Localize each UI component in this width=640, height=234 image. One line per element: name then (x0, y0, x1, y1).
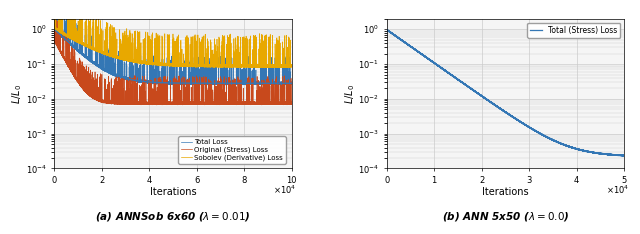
Sobolev (Derivative) Loss (175, 64, 183, 67)
Text: $\times10^4$: $\times10^4$ (605, 183, 628, 196)
Line: Total (Stress) Loss: Total (Stress) Loss (387, 29, 624, 156)
Total (Stress) Loss (620, 154, 628, 157)
Original (Stress) Loss (175, 102, 183, 105)
Original (Stress) Loss (51, 39, 58, 42)
Text: $\times10^4$: $\times10^4$ (273, 183, 296, 196)
Text: (b) ANN 5x50 ($\lambda = 0.0$): (b) ANN 5x50 ($\lambda = 0.0$) (442, 210, 569, 223)
Total Loss (79, 53, 87, 56)
Original (Stress) Loss (288, 102, 296, 105)
Total (Stress) Loss (525, 126, 533, 129)
Total Loss (56, 33, 63, 36)
Total Loss (276, 82, 284, 85)
Original (Stress) Loss (79, 88, 87, 90)
Total Loss (222, 84, 230, 87)
Sobolev (Derivative) Loss (288, 65, 296, 67)
Total (Stress) Loss (383, 28, 390, 31)
Sobolev (Derivative) Loss (79, 43, 87, 46)
Original (Stress) Loss (56, 49, 63, 52)
Sobolev (Derivative) Loss (266, 65, 273, 68)
Total Loss (266, 83, 273, 85)
Sobolev (Derivative) Loss (276, 65, 284, 68)
Sobolev (Derivative) Loss (192, 66, 200, 69)
Legend: Total Loss, Original (Stress) Loss, Sobolev (Derivative) Loss: Total Loss, Original (Stress) Loss, Sobo… (179, 136, 286, 164)
Total (Stress) Loss (474, 92, 481, 95)
Sobolev (Derivative) Loss (51, 26, 58, 29)
Total Loss (175, 82, 183, 85)
Total (Stress) Loss (559, 143, 566, 146)
Total Loss (288, 82, 296, 85)
Total (Stress) Loss (399, 40, 406, 42)
Original (Stress) Loss (266, 102, 273, 105)
Sobolev (Derivative) Loss (202, 65, 209, 68)
Y-axis label: $L / L_0$: $L / L_0$ (10, 84, 24, 104)
Total Loss (51, 27, 58, 30)
Total (Stress) Loss (620, 154, 628, 157)
Line: Total Loss: Total Loss (54, 5, 292, 85)
Total Loss (51, 4, 59, 7)
Original (Stress) Loss (202, 102, 209, 105)
Text: (a) ANNSob 6x60 ($\lambda = 0.01$): (a) ANNSob 6x60 ($\lambda = 0.01$) (95, 210, 251, 223)
Y-axis label: $L / L_0$: $L / L_0$ (343, 84, 356, 104)
X-axis label: Iterations: Iterations (482, 186, 529, 197)
Total Loss (202, 82, 209, 84)
Original (Stress) Loss (153, 104, 161, 106)
Sobolev (Derivative) Loss (56, 31, 63, 34)
Original (Stress) Loss (51, 18, 59, 20)
Total (Stress) Loss (511, 117, 519, 120)
Total (Stress) Loss (440, 68, 447, 71)
Original (Stress) Loss (276, 102, 284, 104)
Line: Sobolev (Derivative) Loss: Sobolev (Derivative) Loss (54, 0, 292, 68)
Total (Stress) Loss (383, 28, 390, 31)
Legend: Total (Stress) Loss: Total (Stress) Loss (527, 22, 620, 38)
X-axis label: Iterations: Iterations (150, 186, 196, 197)
Line: Original (Stress) Loss: Original (Stress) Loss (54, 19, 292, 105)
